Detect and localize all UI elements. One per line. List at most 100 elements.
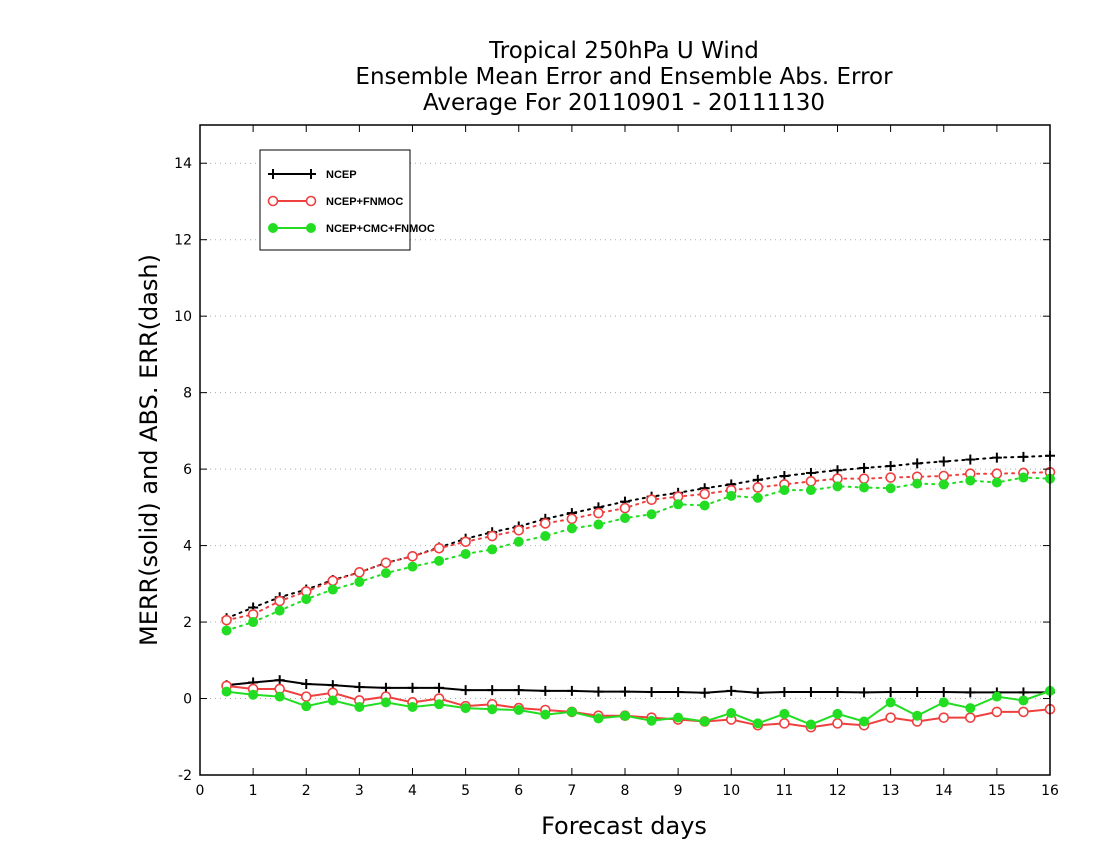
mean-error-point xyxy=(726,708,737,719)
abs-error-line-ncep xyxy=(225,454,1051,620)
mean-error-point xyxy=(991,706,1003,718)
x-axis-title: Forecast days xyxy=(541,812,707,840)
x-tick-label: 4 xyxy=(408,783,417,799)
mean-error-point xyxy=(965,712,976,723)
abs-error-point xyxy=(620,513,630,524)
abs-error-point xyxy=(301,594,312,605)
mean-error-point xyxy=(859,687,870,698)
abs-error-point xyxy=(752,482,764,493)
mean-error-line-ncep xyxy=(226,679,1050,694)
abs-error-point xyxy=(248,617,259,628)
mean-error-point xyxy=(673,687,684,698)
y-tick-label: 6 xyxy=(183,462,192,478)
mean-error-point xyxy=(407,682,418,693)
abs-error-point xyxy=(354,567,365,578)
mean-error-point xyxy=(327,695,338,706)
abs-error-point xyxy=(673,499,684,510)
abs-error-point xyxy=(380,557,392,569)
mean-error-point xyxy=(805,719,816,730)
legend-label: NCEP+CMC+FNMOC xyxy=(326,223,435,235)
y-tick-label: 10 xyxy=(174,309,192,325)
abs-error-point xyxy=(274,595,285,607)
abs-error-point xyxy=(460,549,471,559)
mean-error-point xyxy=(274,675,285,686)
x-tick-label: 3 xyxy=(355,783,364,799)
abs-error-point xyxy=(699,500,710,511)
mean-error-point xyxy=(673,712,684,723)
mean-error-point xyxy=(832,687,843,698)
y-axis-title: MERR(solid) and ABS. ERR(dash) xyxy=(135,254,163,646)
mean-error-point xyxy=(699,716,710,727)
legend: NCEP NCEP+FNMOC NCEP+CMC+FNMOC xyxy=(259,149,435,251)
mean-error-point xyxy=(991,691,1002,702)
abs-error-point xyxy=(859,482,870,493)
mean-error-point xyxy=(912,687,923,698)
y-tick-label: 2 xyxy=(183,615,192,631)
abs-error-point xyxy=(407,561,418,572)
mean-error-point xyxy=(460,685,471,696)
mean-error-point xyxy=(938,697,949,708)
mean-error-point xyxy=(513,705,524,715)
legend-item-ncep-cmc-fnmoc: NCEP+CMC+FNMOC xyxy=(268,223,435,235)
mean-error-point xyxy=(726,685,737,696)
abs-error-point xyxy=(407,550,418,562)
mean-error-point xyxy=(779,687,790,698)
abs-error-point xyxy=(566,523,577,534)
x-tick-label: 9 xyxy=(674,783,683,799)
mean-error-point xyxy=(487,704,498,715)
mean-error-point xyxy=(460,703,471,714)
abs-error-point xyxy=(779,485,790,496)
y-tick-label: 4 xyxy=(183,539,192,555)
x-tick-label: 10 xyxy=(722,783,740,799)
abs-error-point xyxy=(434,555,445,566)
abs-error-point xyxy=(221,625,232,636)
abs-error-point xyxy=(646,509,657,520)
series-ncep xyxy=(221,450,1055,698)
abs-error-point xyxy=(912,478,923,489)
legend-marker xyxy=(267,195,279,207)
y-tick-label: -2 xyxy=(178,768,192,784)
mean-error-point xyxy=(832,708,843,719)
mean-error-point xyxy=(912,710,923,721)
x-tick-label: 6 xyxy=(514,783,523,799)
mean-error-point xyxy=(566,685,577,696)
abs-error-point xyxy=(938,470,950,482)
mean-error-point xyxy=(965,687,976,698)
mean-error-point xyxy=(938,712,950,723)
abs-error-point xyxy=(1018,451,1029,462)
mean-error-point xyxy=(301,701,312,712)
abs-error-point xyxy=(699,488,710,500)
grid-lines xyxy=(200,162,1050,776)
abs-error-point xyxy=(433,542,445,554)
y-tick-label: 8 xyxy=(183,386,192,402)
x-tick-label: 13 xyxy=(882,783,900,799)
abs-error-point xyxy=(593,519,604,530)
series-ncep-cmc-fnmoc xyxy=(221,472,1055,730)
mean-error-point xyxy=(434,699,445,710)
mean-error-point xyxy=(513,685,524,696)
mean-error-point xyxy=(434,682,445,693)
mean-error-point xyxy=(354,701,365,712)
abs-error-point xyxy=(327,575,339,587)
mean-error-point xyxy=(752,718,763,729)
mean-error-point xyxy=(274,691,285,702)
mean-error-point xyxy=(699,687,710,698)
x-tick-label: 1 xyxy=(249,783,258,799)
abs-error-point xyxy=(513,524,525,536)
legend-label: NCEP xyxy=(326,169,357,181)
mean-error-point xyxy=(248,689,259,700)
x-tick-label: 5 xyxy=(461,783,470,799)
abs-error-point xyxy=(965,454,976,465)
abs-error-point xyxy=(540,531,551,542)
abs-error-point xyxy=(380,568,391,579)
abs-error-point xyxy=(991,477,1002,488)
mean-error-point xyxy=(965,703,976,714)
mean-error-point xyxy=(646,687,657,698)
x-tick-label: 16 xyxy=(1041,783,1059,799)
abs-error-point xyxy=(486,530,498,542)
legend-marker xyxy=(268,223,278,233)
abs-error-point xyxy=(832,481,843,492)
mean-error-point xyxy=(1018,695,1029,706)
abs-error-point xyxy=(991,452,1002,463)
x-tick-label: 12 xyxy=(829,783,847,799)
